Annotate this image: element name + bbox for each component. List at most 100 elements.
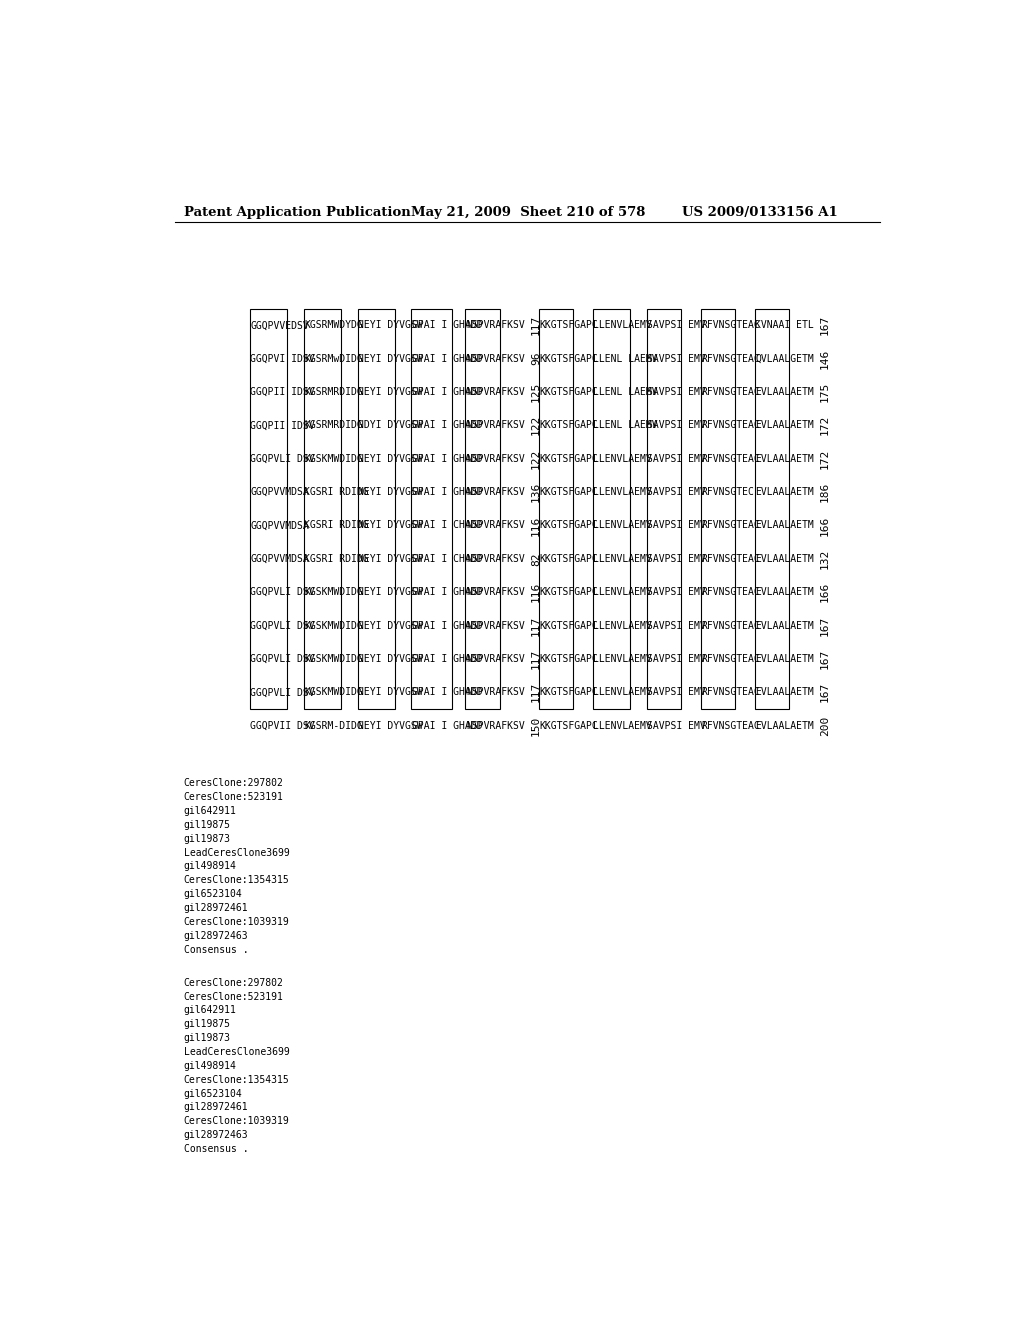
- Text: GPAI I GHADD: GPAI I GHADD: [413, 688, 482, 697]
- Text: 200: 200: [820, 715, 830, 735]
- Text: NEYI DYVGSW: NEYI DYVGSW: [358, 520, 423, 531]
- Bar: [250, 309, 288, 709]
- Text: EVLAALAETM: EVLAALAETM: [756, 454, 814, 463]
- Text: EVLAALAETM: EVLAALAETM: [756, 721, 814, 731]
- Text: GPAI I CHADD: GPAI I CHADD: [413, 554, 482, 564]
- Bar: [412, 309, 453, 709]
- Text: RFVNSGTEAC: RFVNSGTEAC: [701, 721, 760, 731]
- Text: EVLAALAETM: EVLAALAETM: [756, 653, 814, 664]
- Text: NEYI DYVGSW: NEYI DYVGSW: [358, 721, 423, 731]
- Text: LLENVLAEMV: LLENVLAEMV: [594, 653, 652, 664]
- Text: NSPVRAFKSV: NSPVRAFKSV: [466, 420, 525, 430]
- Text: gil19873: gil19873: [183, 1034, 230, 1043]
- Text: NEYI DYVGSW: NEYI DYVGSW: [358, 354, 423, 363]
- Bar: [357, 309, 395, 709]
- Text: LLENVLAEMV: LLENVLAEMV: [594, 688, 652, 697]
- Text: GPAI I GHADD: GPAI I GHADD: [413, 620, 482, 631]
- Text: SAVPSI EMV: SAVPSI EMV: [647, 454, 707, 463]
- Text: RFVNSGTEAC: RFVNSGTEAC: [701, 688, 760, 697]
- Text: LLENVLAEMV: LLENVLAEMV: [594, 487, 652, 498]
- Text: May 21, 2009  Sheet 210 of 578: May 21, 2009 Sheet 210 of 578: [411, 206, 645, 219]
- Text: RFVNSGTEAC: RFVNSGTEAC: [701, 587, 760, 597]
- Text: KKGTSFGAPC: KKGTSFGAPC: [540, 321, 598, 330]
- Text: KGSRM-DIDG: KGSRM-DIDG: [304, 721, 364, 731]
- Text: NSPVRAFKSV: NSPVRAFKSV: [466, 554, 525, 564]
- Text: RFVNSGTEAC: RFVNSGTEAC: [701, 354, 760, 363]
- Text: 82: 82: [531, 552, 541, 565]
- Text: EVLAALAETM: EVLAALAETM: [756, 688, 814, 697]
- Text: gil642911: gil642911: [183, 807, 237, 816]
- Text: 116: 116: [531, 515, 541, 536]
- Text: 117: 117: [531, 615, 541, 636]
- Text: KKGTSFGAPC: KKGTSFGAPC: [540, 487, 598, 498]
- Text: LeadCeresClone3699: LeadCeresClone3699: [183, 1047, 290, 1057]
- Text: RFVNSGTEAC: RFVNSGTEAC: [701, 321, 760, 330]
- Text: 167: 167: [820, 648, 830, 669]
- Text: QVLAALGЕТM: QVLAALGЕТM: [756, 354, 814, 363]
- Bar: [539, 309, 573, 709]
- Text: KKGTSFGAPC: KKGTSFGAPC: [540, 387, 598, 397]
- Text: 117: 117: [531, 682, 541, 702]
- Text: KGSRMwDIDG: KGSRMwDIDG: [304, 354, 364, 363]
- Text: EVLAALAETM: EVLAALAETM: [756, 520, 814, 531]
- Text: 167: 167: [820, 315, 830, 335]
- Text: gil19875: gil19875: [183, 820, 230, 830]
- Text: 150: 150: [531, 715, 541, 735]
- Text: KKGTSFGAPC: KKGTSFGAPC: [540, 520, 598, 531]
- Text: KKGTSFGAPC: KKGTSFGAPC: [540, 454, 598, 463]
- Text: GGQPVII DSV: GGQPVII DSV: [251, 721, 315, 731]
- Text: LLENL LAEMV: LLENL LAEMV: [594, 420, 658, 430]
- Text: KGSRMRDIDG: KGSRMRDIDG: [304, 420, 364, 430]
- Text: KKGTSFGAPC: KKGTSFGAPC: [540, 587, 598, 597]
- Text: gil19875: gil19875: [183, 1019, 230, 1030]
- Text: gil498914: gil498914: [183, 1061, 237, 1071]
- Text: Consensus .: Consensus .: [183, 945, 249, 954]
- Text: NSPVRAFKSV: NSPVRAFKSV: [466, 620, 525, 631]
- Text: RFVNSGTEAC: RFVNSGTEAC: [701, 454, 760, 463]
- Text: RFVNSGTEAC: RFVNSGTEAC: [701, 554, 760, 564]
- Text: gil6523104: gil6523104: [183, 890, 243, 899]
- Text: NSPVRAFKSV: NSPVRAFKSV: [466, 721, 525, 731]
- Text: CeresClone:523191: CeresClone:523191: [183, 991, 284, 1002]
- Text: SAVPSI EMV: SAVPSI EMV: [647, 554, 707, 564]
- Text: SAVPSI EMV: SAVPSI EMV: [647, 653, 707, 664]
- Text: KKGTSFGAPC: KKGTSFGAPC: [540, 554, 598, 564]
- Bar: [700, 309, 735, 709]
- Text: GPAI I GHADD: GPAI I GHADD: [413, 354, 482, 363]
- Text: Consensus .: Consensus .: [183, 1144, 249, 1154]
- Text: KGSRMWDYDG: KGSRMWDYDG: [304, 321, 364, 330]
- Text: US 2009/0133156 A1: US 2009/0133156 A1: [682, 206, 838, 219]
- Text: 122: 122: [531, 449, 541, 469]
- Text: Patent Application Publication: Patent Application Publication: [183, 206, 411, 219]
- Text: NSPVRAFKSV: NSPVRAFKSV: [466, 354, 525, 363]
- Text: GPAI I GHADD: GPAI I GHADD: [413, 487, 482, 498]
- Text: RFVNSGTEAC: RFVNSGTEAC: [701, 520, 760, 531]
- Text: GGQPVVEDSV: GGQPVVEDSV: [251, 321, 309, 330]
- Text: RFVNSGTEAC: RFVNSGTEAC: [701, 653, 760, 664]
- Text: 136: 136: [531, 482, 541, 502]
- Text: RFVNSGTEAC: RFVNSGTEAC: [701, 620, 760, 631]
- Text: 186: 186: [820, 482, 830, 502]
- Text: KGSKMWDIDG: KGSKMWDIDG: [304, 620, 364, 631]
- Text: KKGTSFGAPC: KKGTSFGAPC: [540, 688, 598, 697]
- Text: GGQPVLI DSV: GGQPVLI DSV: [251, 454, 315, 463]
- Text: NSPVRAFKSV: NSPVRAFKSV: [466, 688, 525, 697]
- Text: KGSRI RDIDG: KGSRI RDIDG: [304, 520, 369, 531]
- Text: KKGTSFGAPC: KKGTSFGAPC: [540, 721, 598, 731]
- Text: GGQPVLI DSV: GGQPVLI DSV: [251, 620, 315, 631]
- Text: GPAI I CHADD: GPAI I CHADD: [413, 520, 482, 531]
- Text: SAVPSI EMV: SAVPSI EMV: [647, 487, 707, 498]
- Text: EVLAALAETM: EVLAALAETM: [756, 420, 814, 430]
- Text: LLENL LAEMV: LLENL LAEMV: [594, 354, 658, 363]
- Text: 172: 172: [820, 449, 830, 469]
- Text: KGSKMWDIDG: KGSKMWDIDG: [304, 454, 364, 463]
- Text: GGQPVI IDSV: GGQPVI IDSV: [251, 354, 315, 363]
- Text: NEYI DYVGSW: NEYI DYVGSW: [358, 387, 423, 397]
- Text: GGQPVVMDSA: GGQPVVMDSA: [251, 520, 309, 531]
- Text: KGSRI RDIDG: KGSRI RDIDG: [304, 554, 369, 564]
- Text: GGQPVLI DSV: GGQPVLI DSV: [251, 587, 315, 597]
- Text: 122: 122: [531, 416, 541, 436]
- Text: GPAI I GHADD: GPAI I GHADD: [413, 721, 482, 731]
- Text: LLENVLAEMV: LLENVLAEMV: [594, 721, 652, 731]
- Text: NSPVRAFKSV: NSPVRAFKSV: [466, 587, 525, 597]
